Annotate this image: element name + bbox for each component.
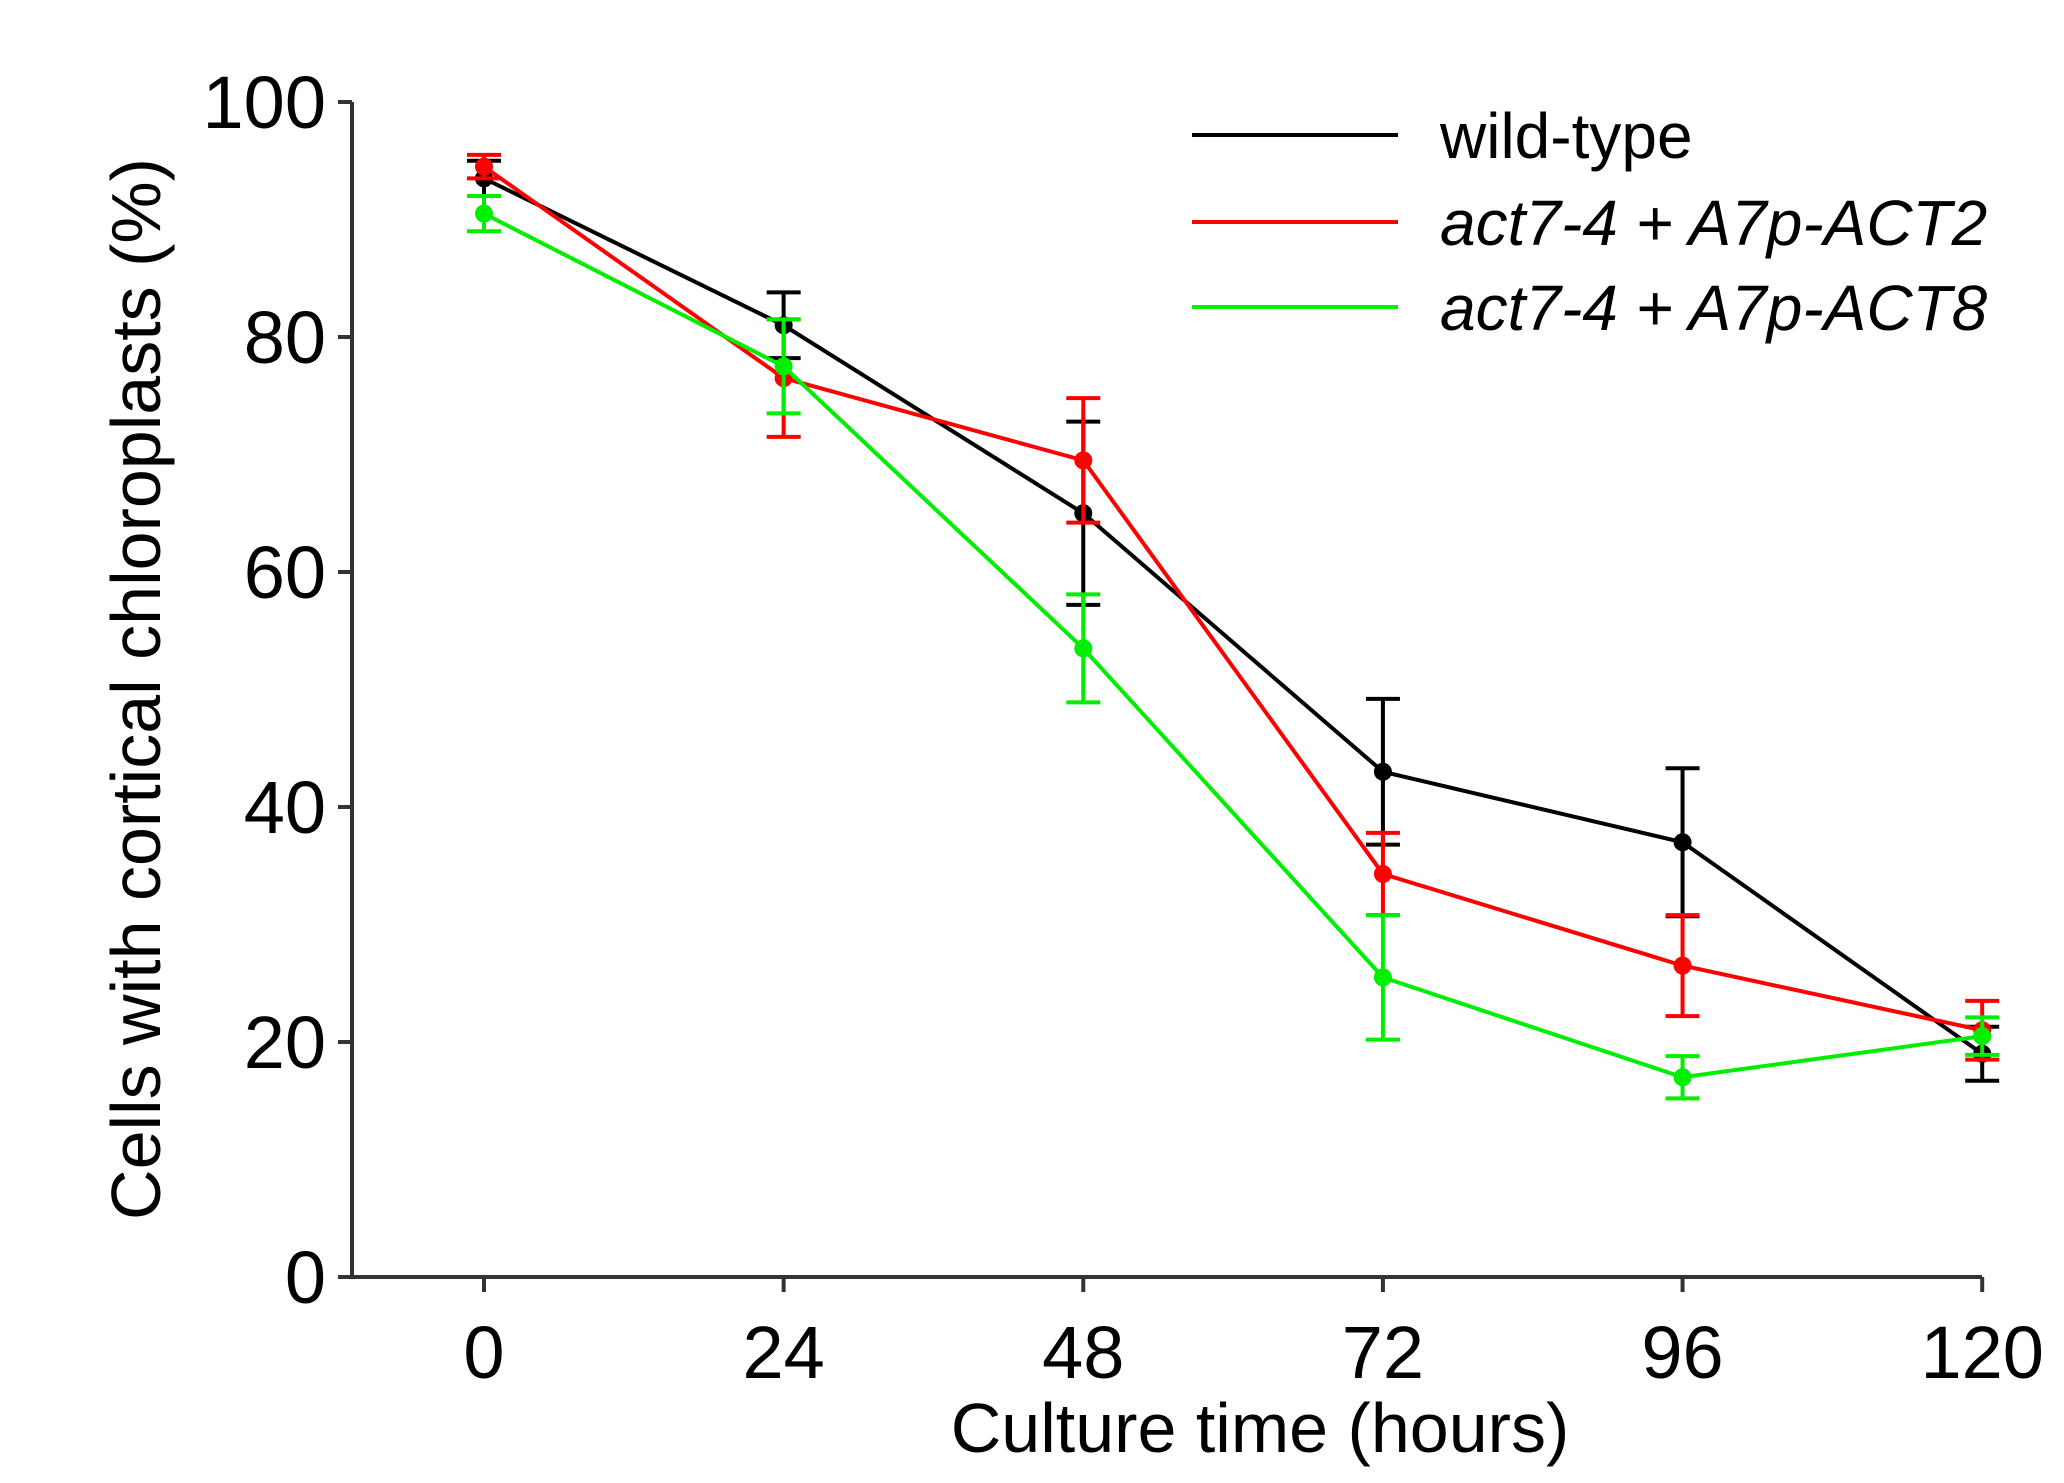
y-tick-label: 40 [244,766,326,849]
series-2 [467,194,2000,1101]
y-axis-title: Cells with cortical chloroplasts (%) [97,158,175,1220]
data-point [475,204,493,223]
data-point [1673,956,1692,975]
data-point [1373,968,1392,987]
legend-label: act7-4 + A7p-ACT2 [1440,187,1987,259]
y-tick-label: 80 [244,296,326,379]
axes [340,102,1982,1279]
data-point [1373,762,1392,781]
legend-label: act7-4 + A7p-ACT8 [1440,272,1988,344]
y-ticks: 0 20 40 60 80 100 [203,61,352,1319]
data-point [1373,864,1392,883]
x-ticks: 0 24 48 72 96 120 [463,1277,2044,1394]
series-line [483,211,1983,1080]
data-point [1973,1027,1992,1046]
y-tick-label: 20 [244,1001,326,1084]
data-point [1074,451,1093,470]
data-point [1074,639,1093,658]
legend-label: wild-type [1439,100,1693,172]
x-tick-label: 72 [1342,1311,1424,1394]
x-tick-label: 0 [463,1311,504,1394]
x-tick-label: 48 [1042,1311,1124,1394]
legend: wild-type act7-4 + A7p-ACT2 act7-4 + A7p-A… [1192,100,1988,344]
data-point [1673,833,1692,852]
series-line [483,176,1984,1056]
legend-item: act7-4 + A7p-ACT2 [1192,187,1987,259]
y-tick-label: 60 [244,531,326,614]
x-tick-label: 24 [742,1311,824,1394]
data-point [774,357,793,376]
x-tick-label: 120 [1920,1311,2043,1394]
y-tick-label: 100 [203,61,326,144]
data-point [475,157,493,176]
legend-item: act7-4 + A7p-ACT8 [1192,272,1988,344]
data-point [1673,1068,1692,1087]
x-tick-label: 96 [1641,1311,1723,1394]
y-tick-label: 0 [285,1236,326,1319]
plot-area [467,152,2000,1101]
legend-item: wild-type [1192,100,1693,172]
x-axis-title: Culture time (hours) [951,1389,1570,1467]
